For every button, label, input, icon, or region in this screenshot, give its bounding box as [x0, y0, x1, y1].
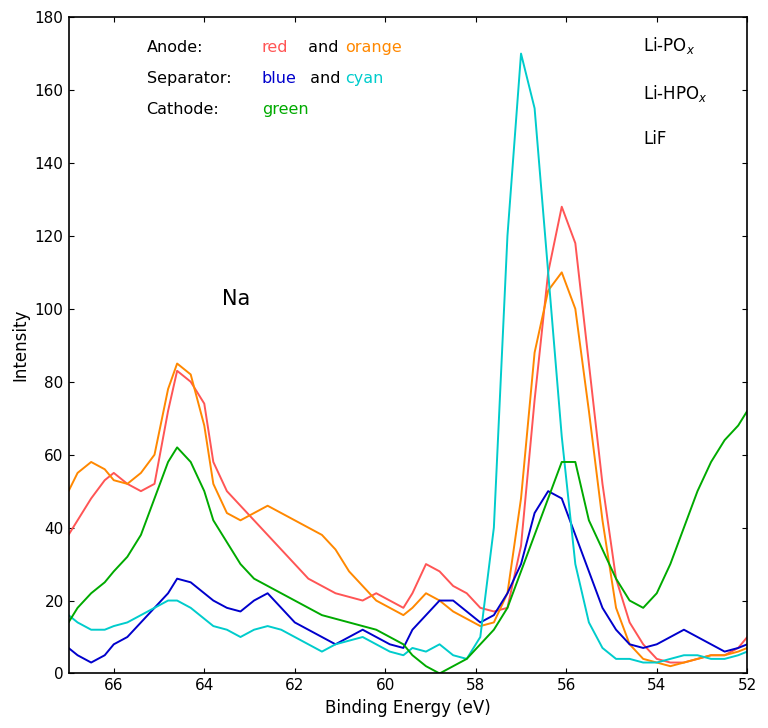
- Text: and: and: [303, 40, 343, 55]
- Y-axis label: Intensity: Intensity: [11, 309, 29, 381]
- Text: orange: orange: [346, 40, 402, 55]
- Text: Cathode:: Cathode:: [147, 103, 220, 117]
- Text: blue: blue: [262, 71, 297, 86]
- Text: and: and: [305, 71, 346, 86]
- Text: cyan: cyan: [346, 71, 384, 86]
- Text: Anode:: Anode:: [147, 40, 203, 55]
- Text: Li-HPO$_x$: Li-HPO$_x$: [643, 83, 708, 104]
- Text: green: green: [262, 103, 309, 117]
- Text: Li-PO$_x$: Li-PO$_x$: [643, 36, 695, 56]
- Text: Separator:: Separator:: [147, 71, 231, 86]
- X-axis label: Binding Energy (eV): Binding Energy (eV): [325, 699, 491, 717]
- Text: LiF: LiF: [643, 130, 667, 149]
- Text: red: red: [262, 40, 289, 55]
- Text: Na: Na: [222, 289, 250, 309]
